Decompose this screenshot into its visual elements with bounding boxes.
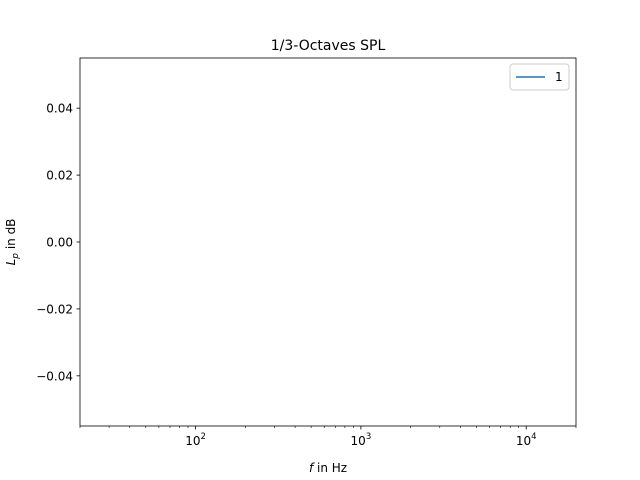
- x-tick-label-exponent: 2: [200, 432, 205, 442]
- x-tick-label-exponent: 3: [366, 432, 371, 442]
- x-tick-label-exponent: 4: [531, 432, 536, 442]
- y-axis-label-var: L: [4, 259, 18, 266]
- y-tick-label: −0.02: [36, 302, 73, 316]
- x-axis-label-unit: in Hz: [313, 461, 347, 475]
- legend: 1: [509, 63, 570, 91]
- x-tick-label: 104: [516, 432, 537, 448]
- x-tick-label: 102: [185, 432, 206, 448]
- y-tick-label: 0.00: [46, 236, 73, 250]
- chart-title: 1/3-Octaves SPL: [271, 38, 386, 54]
- y-axis-label: Lp in dB: [4, 219, 21, 266]
- x-tick-label-base: 10: [351, 434, 366, 448]
- x-axis-label-var: f: [309, 461, 315, 475]
- y-axis-label-sub: p: [11, 253, 21, 260]
- y-tick-label: 0.02: [46, 169, 73, 183]
- x-tick-label-base: 10: [516, 434, 531, 448]
- y-axis-label-unit: in dB: [4, 219, 18, 253]
- x-tick-label-base: 10: [185, 434, 200, 448]
- x-axis-label: f in Hz: [309, 461, 347, 475]
- legend-label: 1: [555, 70, 563, 84]
- y-tick-label: 0.04: [46, 102, 73, 116]
- y-tick-label: −0.04: [36, 369, 73, 383]
- plot-frame: [79, 57, 577, 427]
- x-axis-ticks: 102 103 104: [79, 426, 577, 448]
- y-axis-ticks: 0.04 0.02 0.00 −0.02 −0.04: [36, 102, 80, 383]
- plot-area: [80, 58, 576, 426]
- x-tick-label: 103: [351, 432, 372, 448]
